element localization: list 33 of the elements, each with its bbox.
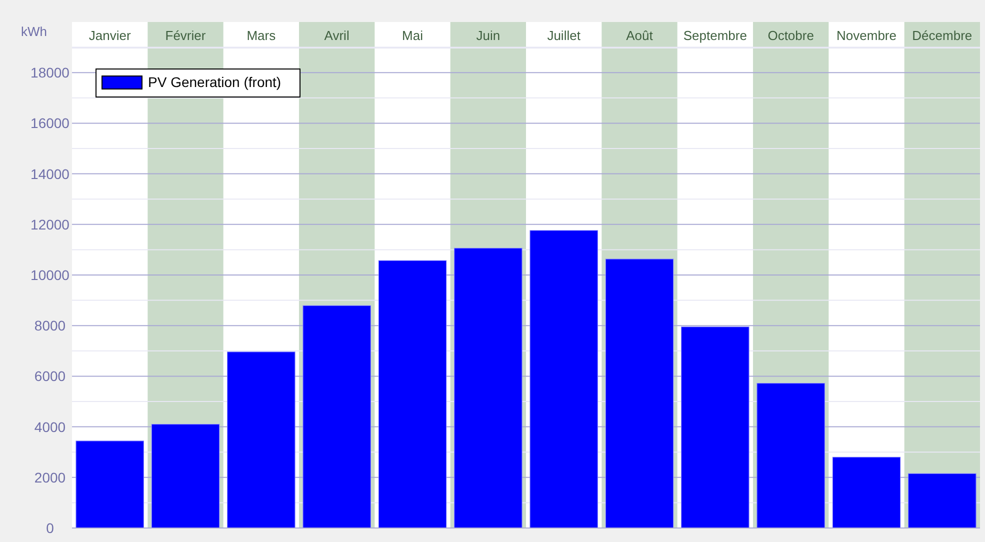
x-tick-label: Avril xyxy=(324,28,350,43)
bar xyxy=(681,326,750,528)
x-tick-label: Septembre xyxy=(683,28,747,43)
y-tick-label: 4000 xyxy=(34,418,66,435)
x-tick-label: Février xyxy=(165,28,206,43)
y-tick-label: 2000 xyxy=(34,469,66,486)
bar xyxy=(908,473,976,528)
bar xyxy=(530,230,598,528)
y-tick-label: 0 xyxy=(46,520,54,536)
x-tick-label: Octobre xyxy=(768,28,814,43)
y-tick-label: 12000 xyxy=(30,216,70,232)
x-tick-label: Mai xyxy=(402,28,424,43)
x-tick-label: Décembre xyxy=(912,28,972,43)
bar xyxy=(378,260,447,528)
x-tick-label: Juillet xyxy=(547,28,581,43)
x-tick-label: Juin xyxy=(476,28,500,43)
y-tick-label: 6000 xyxy=(34,368,66,384)
y-axis-title: kWh xyxy=(21,24,47,39)
bar xyxy=(76,440,144,528)
x-tick-label: Novembre xyxy=(836,28,896,43)
y-tick-label: 14000 xyxy=(30,166,70,182)
y-tick-label: 8000 xyxy=(34,318,66,334)
bar xyxy=(756,382,825,528)
bar xyxy=(832,456,901,528)
y-tick-label: 16000 xyxy=(30,115,70,132)
bar xyxy=(151,424,220,528)
y-tick-label: 18000 xyxy=(30,64,70,81)
x-tick-label: Mars xyxy=(246,28,276,43)
x-tick-label: Août xyxy=(626,28,654,43)
bar xyxy=(227,352,296,528)
legend-label: PV Generation (front) xyxy=(148,74,282,90)
y-tick-label: 10000 xyxy=(30,267,70,283)
x-tick-label: Janvier xyxy=(88,28,132,43)
